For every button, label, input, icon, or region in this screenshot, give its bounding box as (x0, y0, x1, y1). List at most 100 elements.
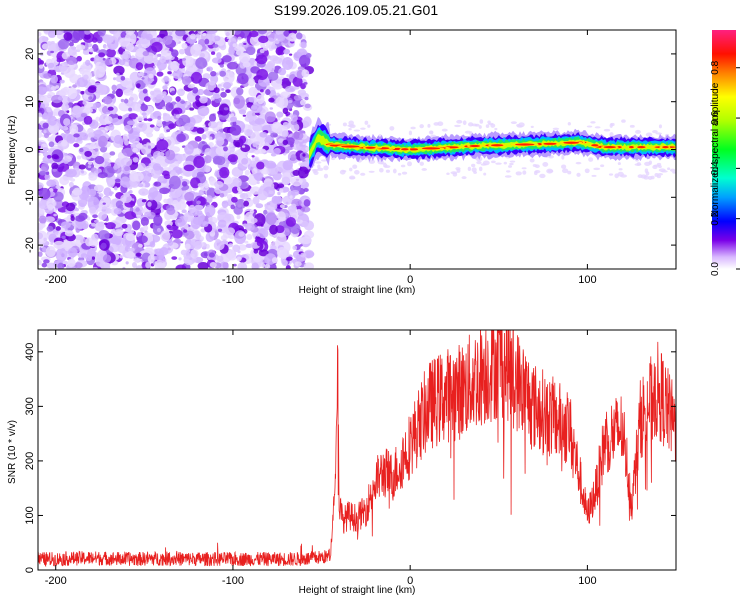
noise-speck (236, 256, 242, 262)
faint-speck (354, 169, 360, 175)
noise-speck (67, 87, 78, 100)
snr-y-ticks: 0 100 200 300 400 (24, 343, 676, 573)
noise-speck (217, 228, 223, 232)
faint-speck (400, 164, 406, 168)
noise-speck (193, 155, 205, 169)
noise-speck (170, 169, 176, 176)
noise-speck (152, 58, 158, 63)
noise-speck (184, 191, 195, 202)
noise-speck (161, 121, 167, 125)
faint-speck (561, 168, 569, 174)
noise-speck (201, 134, 207, 140)
noise-speck (183, 229, 188, 233)
faint-speck (656, 162, 662, 166)
noise-speck (238, 231, 245, 237)
noise-speck (245, 46, 256, 56)
noise-speck (122, 266, 126, 269)
noise-speck (63, 32, 73, 41)
noise-speck (136, 214, 142, 219)
faint-speck (368, 159, 376, 164)
x-tick-label: -100 (222, 274, 244, 286)
noise-speck (238, 189, 243, 193)
noise-speck (38, 31, 42, 37)
faint-speck (521, 167, 527, 170)
faint-speck (348, 120, 355, 126)
snr-x-ticks: -200 -100 0 100 (45, 330, 597, 587)
noise-speck (226, 193, 233, 200)
y-tick-label: -10 (24, 189, 36, 205)
faint-speck (380, 162, 387, 165)
noise-speck (140, 32, 147, 39)
noise-speck (64, 238, 76, 249)
noise-speck (55, 185, 61, 190)
noise-speck (289, 53, 293, 56)
noise-speck (212, 43, 219, 48)
noise-speck (38, 86, 47, 95)
noise-speck (87, 161, 93, 165)
noise-speck (297, 89, 307, 96)
noise-speck (124, 124, 132, 132)
noise-speck (68, 41, 74, 47)
noise-speck (85, 59, 91, 66)
noise-speck (38, 64, 44, 69)
faint-speck (467, 166, 472, 172)
snr-x-label: Height of straight line (km) (299, 585, 416, 596)
noise-speck (209, 261, 217, 268)
faint-speck (349, 167, 353, 172)
noise-speck (246, 234, 253, 241)
noise-speck (65, 168, 77, 178)
noise-speck (102, 254, 112, 263)
colorbar-tick-label: 0.6 (710, 111, 721, 125)
noise-speck (150, 78, 155, 82)
noise-speck (38, 172, 41, 178)
faint-speck (503, 161, 507, 165)
noise-speck (161, 50, 168, 55)
noise-speck (129, 229, 134, 234)
faint-speck (617, 162, 621, 166)
noise-speck (229, 124, 242, 136)
y-tick-label: 20 (24, 48, 36, 60)
faint-speck (609, 132, 614, 138)
noise-speck (282, 160, 294, 171)
noise-speck (127, 191, 131, 194)
noise-speck (155, 37, 160, 42)
noise-speck (305, 53, 312, 59)
noise-speck (241, 157, 249, 165)
noise-speck (230, 113, 235, 118)
noise-speck (192, 43, 203, 51)
noise-speck (58, 62, 68, 72)
faint-speck (621, 119, 626, 123)
noise-speck (204, 155, 212, 164)
noise-speck (224, 177, 233, 184)
noise-speck (160, 182, 167, 187)
faint-speck (476, 161, 482, 165)
noise-speck (304, 157, 311, 162)
noise-speck (277, 211, 286, 222)
noise-speck (156, 227, 162, 233)
noise-speck (160, 230, 171, 242)
noise-speck (135, 265, 143, 269)
noise-speck (255, 203, 264, 209)
noise-speck (303, 250, 315, 258)
noise-speck (41, 43, 50, 50)
faint-speck (488, 122, 494, 126)
noise-speck (111, 84, 117, 91)
noise-speck (39, 107, 45, 115)
noise-speck (190, 216, 202, 230)
noise-speck (274, 39, 280, 45)
noise-speck (152, 65, 157, 68)
faint-speck (461, 176, 467, 180)
noise-speck (120, 157, 133, 167)
noise-speck (257, 228, 269, 239)
noise-speck (220, 91, 227, 98)
noise-speck (88, 188, 97, 197)
noise-speck (223, 107, 229, 111)
noise-speck (163, 75, 170, 82)
noise-speck (184, 122, 194, 132)
noise-speck (64, 230, 74, 237)
noise-speck (178, 257, 182, 261)
noise-speck (113, 65, 125, 76)
faint-speck (635, 129, 641, 134)
